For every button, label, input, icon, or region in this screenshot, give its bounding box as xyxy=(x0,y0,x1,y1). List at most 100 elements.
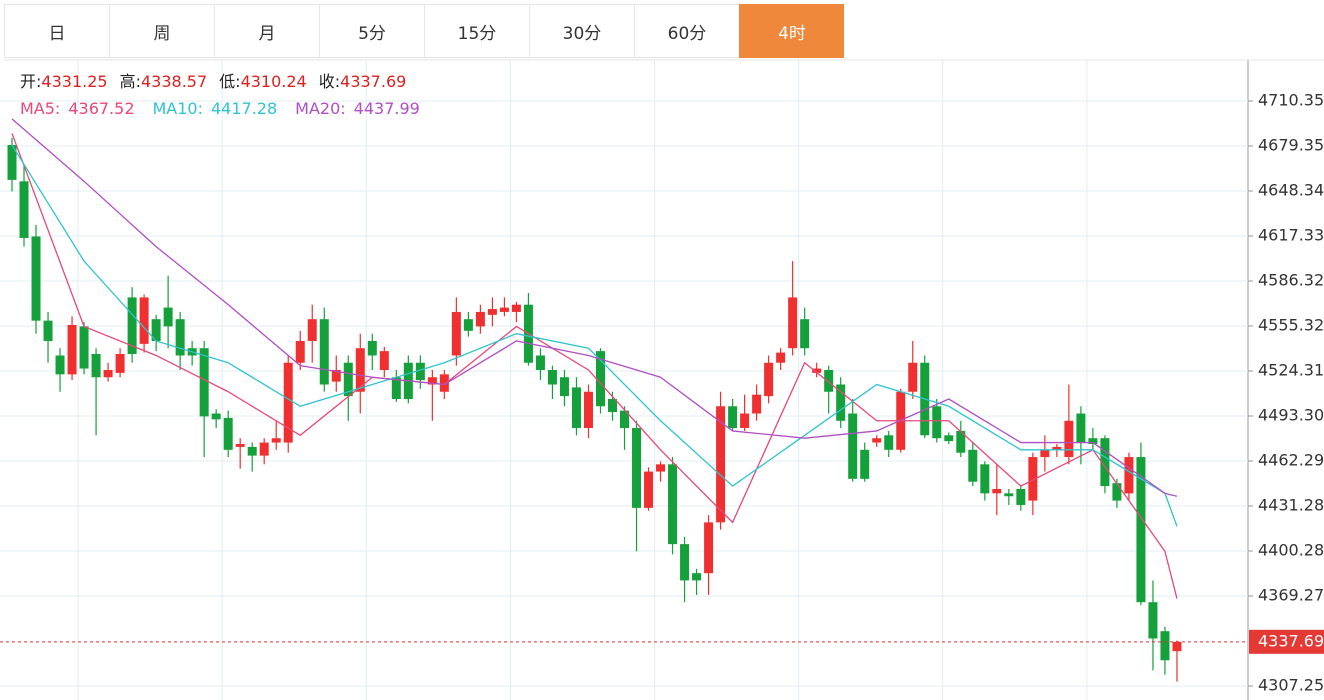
candle-body xyxy=(511,304,521,312)
candle-body xyxy=(1088,438,1098,444)
ohlc-value: 4310.24 xyxy=(241,72,307,91)
y-tick-label: 4493.30 xyxy=(1258,405,1324,424)
y-tick-label: 4369.27 xyxy=(1258,585,1324,604)
y-tick-label: 4710.35 xyxy=(1258,90,1324,109)
candle-body xyxy=(367,340,377,356)
period-tab[interactable]: 月 xyxy=(214,4,319,58)
period-tab[interactable]: 15分 xyxy=(424,4,529,58)
candle-body xyxy=(559,377,569,397)
period-tabs: 日周月 5分 15分 30分 60分 4时 xyxy=(4,4,844,58)
ohlc-label: 开: xyxy=(20,72,41,91)
candle-body xyxy=(1016,488,1026,505)
candle-body xyxy=(1064,420,1074,458)
candle-body xyxy=(776,352,786,363)
y-tick-label: 4555.32 xyxy=(1258,315,1324,334)
candle-body xyxy=(343,362,353,397)
ohlc-label: 收: xyxy=(319,72,340,91)
candle-body xyxy=(115,354,125,373)
candle-body xyxy=(656,464,666,472)
candle-body xyxy=(608,399,617,413)
candle-body xyxy=(235,444,245,447)
candle-body xyxy=(451,311,461,356)
ma-legend: MA5: 4367.52 MA10: 4417.28 MA20: 4437.99 xyxy=(20,99,420,118)
y-tick-label: 4648.34 xyxy=(1258,180,1324,199)
candle-body xyxy=(211,413,221,420)
candle-body xyxy=(271,438,281,443)
legend-name: MA10: xyxy=(153,99,204,118)
candle-body xyxy=(812,368,822,373)
period-tab[interactable]: 日 xyxy=(4,4,109,58)
candle-body xyxy=(752,394,762,414)
candle-body xyxy=(932,406,942,439)
y-tick-label: 4617.33 xyxy=(1258,225,1324,244)
candle-body xyxy=(175,319,185,356)
candle-body xyxy=(259,442,269,456)
candle-body xyxy=(740,413,750,429)
legend-value: 4437.99 xyxy=(354,99,420,118)
candle-body xyxy=(836,384,846,421)
candle-body xyxy=(800,319,810,349)
candle-body xyxy=(632,428,642,508)
candle-body xyxy=(1100,438,1110,487)
candle-body xyxy=(1160,631,1170,661)
candle-body xyxy=(103,369,113,378)
period-tab[interactable]: 5分 xyxy=(319,4,424,58)
candle-body xyxy=(944,435,954,442)
ohlc-header: 开:4331.25 高:4338.57 低:4310.24 收:4337.69 xyxy=(20,72,406,91)
candle-body xyxy=(1052,446,1062,450)
candle-body xyxy=(1148,602,1158,639)
candle-body xyxy=(1040,449,1050,458)
candle-body xyxy=(764,362,774,397)
candle-body xyxy=(475,311,485,327)
candle-body xyxy=(620,410,630,429)
candle-body xyxy=(355,348,365,392)
candle-body xyxy=(247,446,257,456)
ma-line xyxy=(11,144,1178,527)
legend-name: MA5: xyxy=(20,99,60,118)
candle-body xyxy=(571,387,581,429)
last-price-box xyxy=(1249,629,1324,654)
candle-body xyxy=(67,324,77,375)
period-tab[interactable]: 周 xyxy=(109,4,214,58)
period-tab[interactable]: 60分 xyxy=(634,4,739,58)
candle-body xyxy=(1004,493,1014,497)
candle-body xyxy=(968,449,978,482)
candle-body xyxy=(331,369,341,382)
candle-body xyxy=(547,369,557,385)
candle-body xyxy=(79,326,89,369)
candle-body xyxy=(980,464,990,494)
candle-body xyxy=(283,362,293,443)
candle-body xyxy=(391,377,401,400)
candle-body xyxy=(55,355,65,375)
period-tab[interactable]: 4时 xyxy=(739,4,844,58)
candle-body xyxy=(91,354,101,378)
candle-body xyxy=(319,319,329,385)
candle-body xyxy=(1172,641,1182,652)
candle-body xyxy=(704,522,714,574)
candle-body xyxy=(788,297,798,349)
candle-body xyxy=(992,488,1002,494)
candle-body xyxy=(728,406,738,429)
legend-name: MA20: xyxy=(295,99,346,118)
candle-body xyxy=(31,236,41,321)
candle-body xyxy=(427,377,437,385)
candle-body xyxy=(223,417,233,450)
ohlc-value: 4331.25 xyxy=(41,72,107,91)
y-tick-label: 4307.25 xyxy=(1258,675,1324,694)
candle-body xyxy=(163,307,173,327)
candle-body xyxy=(668,464,678,545)
y-tick-label: 4462.29 xyxy=(1258,450,1324,469)
candle-body xyxy=(824,369,834,392)
period-tab[interactable]: 30分 xyxy=(529,4,634,58)
candle-body xyxy=(415,362,425,381)
candle-body xyxy=(1028,457,1038,501)
candle-body xyxy=(151,319,161,341)
candle-body xyxy=(583,391,593,429)
ma-line xyxy=(11,118,1178,497)
ohlc-label: 高: xyxy=(120,72,141,91)
candle-body xyxy=(307,319,317,341)
candle-body xyxy=(692,573,702,581)
y-tick-label: 4586.32 xyxy=(1258,270,1324,289)
